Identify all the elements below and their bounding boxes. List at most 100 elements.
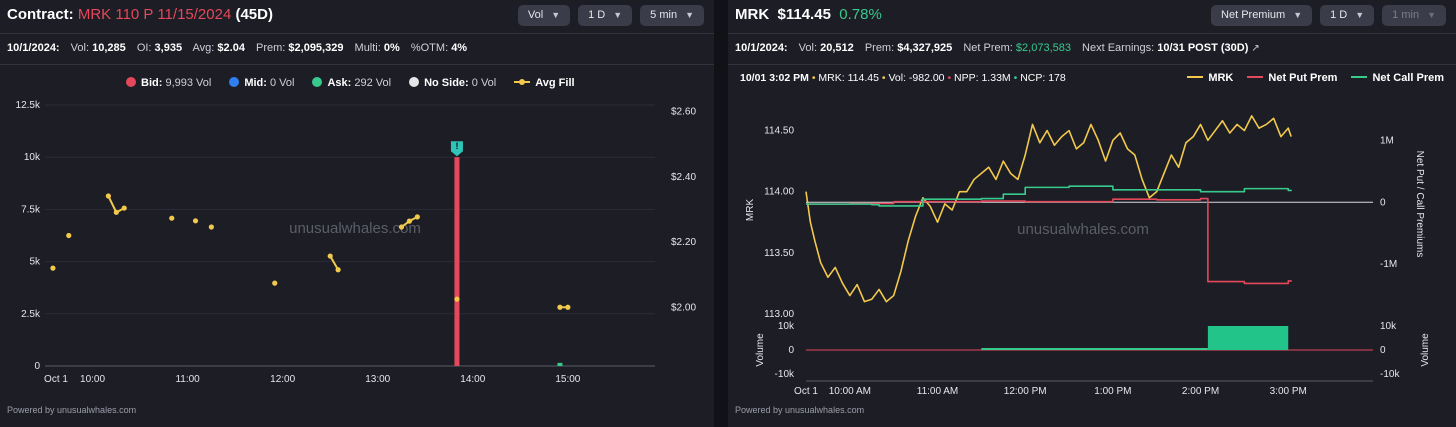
hover-mrk: MRK: 114.45 xyxy=(818,72,879,84)
divider xyxy=(728,64,1456,65)
stat-label: Net Prem: xyxy=(963,42,1013,54)
stat-value: 4% xyxy=(451,42,468,54)
right-controls: Net Premium ▼ 1 D ▼ 1 min ▼ xyxy=(1211,5,1446,26)
stat-value: $2,073,583 xyxy=(1015,42,1071,54)
contract-header: Contract: MRK 110 P 11/15/2024 (45D) xyxy=(7,6,273,23)
volume-bar xyxy=(557,362,563,366)
stock-stats: 10/1/2024: Vol: 20,512 Prem: $4,327,925 … xyxy=(735,42,1260,54)
legend-swatch-dot xyxy=(126,77,136,87)
series-line-net-call-prem xyxy=(806,185,1292,207)
avg-fill-point xyxy=(113,209,119,215)
avg-fill-point xyxy=(335,267,341,273)
vol-y2-tick-label: -10k xyxy=(1380,369,1400,380)
vol-y2-tick-label: 10k xyxy=(1380,321,1397,332)
metric-dropdown[interactable]: Vol ▼ xyxy=(517,5,571,26)
stat-label: Vol: xyxy=(70,42,90,54)
y-tick-label: 114.50 xyxy=(764,126,794,137)
legend-no-side[interactable]: No Side: 0 Vol xyxy=(409,77,496,89)
legend-swatch-line xyxy=(1247,76,1264,78)
stat-value: 10,285 xyxy=(92,42,126,54)
x-tick-label: 11:00 AM xyxy=(917,386,959,397)
volume-area xyxy=(1207,326,1289,350)
stock-premium-chart[interactable]: 113.00 113.50 114.00 114.50 -1M 0 1M MRK Net Put… xyxy=(728,0,1456,427)
stat-label: Vol: xyxy=(798,42,818,54)
stat-value: 3,935 xyxy=(154,42,183,54)
y-tick-label: 0 xyxy=(34,361,40,372)
footer-credit: Powered by unusualwhales.com xyxy=(7,405,137,415)
watermark: unusualwhales.com xyxy=(1017,221,1149,238)
legend-avg-fill[interactable]: Avg Fill xyxy=(514,77,575,89)
avg-fill-point xyxy=(192,218,199,224)
interval-dropdown[interactable]: 1 min ▼ xyxy=(1382,5,1446,26)
legend-bid[interactable]: Bid: 9,993 Vol xyxy=(126,77,211,89)
legend-swatch-line xyxy=(1187,76,1204,78)
left-controls: Vol ▼ 1 D ▼ 5 min ▼ xyxy=(517,5,704,26)
stat-value: $2,095,329 xyxy=(288,42,344,54)
legend-mrk[interactable]: MRK xyxy=(1187,72,1233,84)
x-tick-label: 1:00 PM xyxy=(1094,386,1131,397)
chart-legend: MRK Net Put Prem Net Call Prem xyxy=(1187,72,1444,84)
x-tick-label: 14:00 xyxy=(460,374,485,385)
series-line-net-put-prem xyxy=(806,197,1292,285)
stat-label: Avg: xyxy=(192,42,215,54)
footer-credit: Powered by unusualwhales.com xyxy=(735,405,865,415)
chevron-down-icon: ▼ xyxy=(551,10,561,20)
stat-label: Prem: xyxy=(256,42,286,54)
legend-swatch-line xyxy=(514,79,531,85)
vol-y-tick-label: -10k xyxy=(775,369,795,380)
stat-value: 20,512 xyxy=(820,42,854,54)
stats-date: 10/1/2024: xyxy=(7,42,60,54)
vol-y-tick-label: 10k xyxy=(778,321,795,332)
y-tick-label: 12.5k xyxy=(16,100,41,111)
stat-label: Prem: xyxy=(864,42,895,54)
legend-swatch-line xyxy=(1351,76,1368,78)
chevron-down-icon: ▼ xyxy=(1355,10,1365,20)
legend-net-call-prem[interactable]: Net Call Prem xyxy=(1351,72,1444,84)
y-tick-label: 113.00 xyxy=(764,309,794,320)
vol-y2-tick-label: 0 xyxy=(1380,345,1386,356)
vol-y2-axis-title: Volume xyxy=(1420,333,1431,367)
avg-fill-point xyxy=(398,224,405,230)
avg-fill-point xyxy=(454,296,460,302)
x-tick-label: Oct 1 xyxy=(794,386,818,397)
legend-net-put-prem[interactable]: Net Put Prem xyxy=(1247,72,1337,84)
ticker-symbol: MRK xyxy=(735,6,770,23)
y-tick-label: 5k xyxy=(29,257,41,268)
avg-fill-line xyxy=(329,255,339,271)
y2-tick-label: 0 xyxy=(1380,197,1386,208)
legend-swatch-dot xyxy=(312,77,323,87)
stats-date: 10/1/2024: xyxy=(735,42,788,54)
range-dropdown[interactable]: 1 D ▼ xyxy=(1320,5,1375,26)
y2-tick-label: $2.00 xyxy=(671,302,696,313)
stat-label: Multi: xyxy=(354,42,381,54)
hover-npp: NPP: 1.33M xyxy=(954,72,1011,84)
metric-dropdown[interactable]: Net Premium ▼ xyxy=(1211,5,1313,26)
stat-value: $2.04 xyxy=(217,42,245,54)
contract-prefix: Contract: xyxy=(7,6,74,23)
chevron-down-icon: ▼ xyxy=(1293,10,1303,20)
stat-value: 10/31 POST (30D) xyxy=(1157,42,1249,54)
y2-tick-label: $2.40 xyxy=(671,172,696,183)
stat-label: %OTM: xyxy=(410,42,449,54)
divider xyxy=(0,64,714,65)
contract-name[interactable]: MRK 110 P 11/15/2024 xyxy=(77,6,232,23)
y2-tick-label: $2.20 xyxy=(671,237,696,248)
x-tick-label: 2:00 PM xyxy=(1182,386,1219,397)
chevron-down-icon: ▼ xyxy=(613,10,623,20)
y-tick-label: 7.5k xyxy=(21,204,41,215)
avg-fill-point xyxy=(557,304,563,310)
legend-mid[interactable]: Mid: 0 Vol xyxy=(229,77,294,89)
interval-dropdown[interactable]: 5 min ▼ xyxy=(640,5,704,26)
x-tick-label: Oct 1 xyxy=(44,374,68,385)
contract-stats: 10/1/2024: Vol: 10,285 OI: 3,935 Avg: $2… xyxy=(7,42,467,54)
external-link-icon[interactable]: ↗ xyxy=(1251,43,1260,54)
range-dropdown[interactable]: 1 D ▼ xyxy=(578,5,633,26)
hover-vol: Vol: -982.00 xyxy=(888,72,945,84)
y-tick-label: 113.50 xyxy=(764,248,794,259)
option-volume-chart[interactable]: 0 2.5k 5k 7.5k 10k 12.5k $2.00 $2.20 $2.40 $2.60 O… xyxy=(0,0,714,427)
avg-fill-point xyxy=(50,265,56,271)
legend-ask[interactable]: Ask: 292 Vol xyxy=(312,77,391,89)
y2-tick-label: 1M xyxy=(1380,135,1394,146)
x-tick-label: 11:00 xyxy=(175,374,200,385)
x-tick-label: 10:00 AM xyxy=(829,386,871,397)
